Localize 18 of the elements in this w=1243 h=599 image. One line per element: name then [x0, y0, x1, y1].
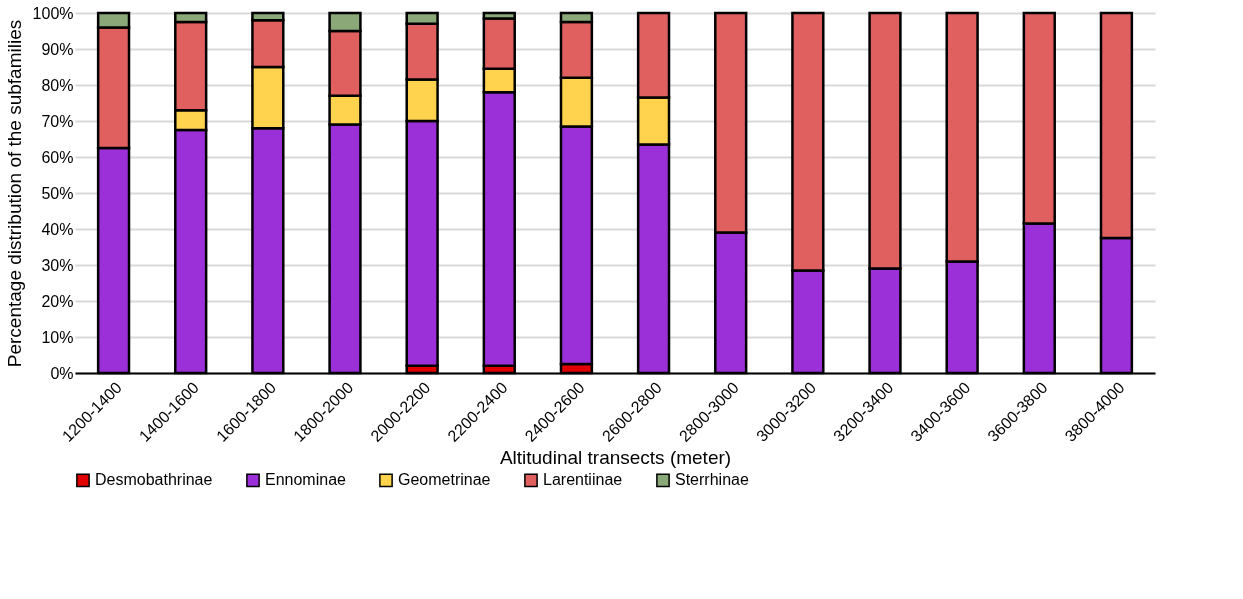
y-tick-label: 100%	[32, 4, 74, 22]
y-tick-label: 70%	[41, 112, 74, 130]
y-tick-label: 90%	[41, 40, 74, 58]
y-tick-label: 0%	[50, 364, 74, 382]
y-tick-label: 40%	[41, 220, 74, 238]
legend-label: Desmobathrinae	[95, 471, 213, 489]
y-axis-title: Percentage distribution of the subfamilies	[3, 19, 25, 368]
y-tick-label: 50%	[41, 184, 74, 202]
legend-label: Sterrhinae	[675, 471, 749, 489]
legend-label: Larentiinae	[543, 471, 623, 489]
y-tick-label: 80%	[41, 76, 74, 94]
legend-label: Ennominae	[265, 471, 347, 489]
y-tick-label: 10%	[41, 328, 74, 346]
y-tick-label: 30%	[41, 256, 74, 274]
x-axis-title: Altitudinal transects (meter)	[499, 446, 732, 468]
y-tick-label: 20%	[41, 292, 74, 310]
y-tick-label: 60%	[41, 148, 74, 166]
legend-label: Geometrinae	[398, 471, 491, 489]
